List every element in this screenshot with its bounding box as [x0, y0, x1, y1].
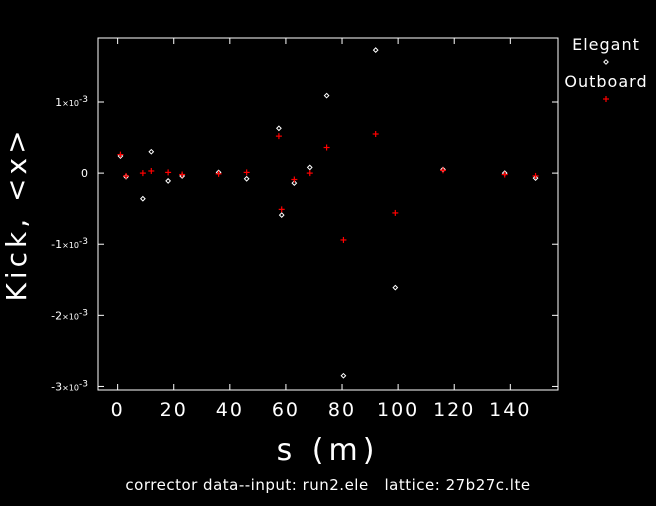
x-tick-label: 60 [272, 399, 300, 421]
plot-caption: corrector data--input: run2.ele lattice:… [125, 476, 531, 494]
outboard-point [501, 171, 508, 178]
y-axis-label: Kick, <x> [0, 126, 33, 301]
y-tick-exponent: -3 [79, 308, 88, 318]
x-tick-label: 140 [489, 399, 531, 421]
elegant-point [340, 372, 347, 379]
y-tick-mantissa: -3 [51, 380, 62, 393]
legend: Elegant Outboard [564, 35, 647, 102]
outboard-point [243, 169, 250, 176]
plot-frame [97, 37, 559, 391]
elegant-point [291, 180, 298, 186]
outboard-point [532, 172, 539, 179]
outboard-point [215, 170, 222, 177]
legend-marker-elegant [603, 59, 609, 65]
elegant-point [243, 175, 250, 182]
outboard-point [278, 206, 285, 213]
x-axis-ticks: 0 20 40 60 80 100 120 140 [111, 38, 531, 421]
y-tick-label: -2×10-3 [51, 308, 88, 322]
elegant-point [276, 125, 282, 132]
legend-marker-outboard [603, 96, 609, 102]
outboard-point [291, 176, 298, 183]
legend-label-outboard: Outboard [564, 72, 647, 91]
elegant-point [139, 195, 146, 202]
y-tick-exponent: -3 [79, 237, 88, 247]
outboard-point [148, 167, 155, 174]
outboard-point [117, 151, 124, 158]
outboard-point [306, 170, 313, 177]
elegant-point [179, 173, 186, 179]
outboard-point [275, 133, 282, 140]
outboard-point [179, 171, 186, 178]
legend-label-elegant: Elegant [572, 35, 640, 54]
x-tick-label: 0 [111, 399, 125, 421]
x-tick-label: 100 [377, 399, 419, 421]
y-tick-label: 1×10-3 [55, 95, 88, 109]
y-tick-mantissa: -1 [51, 238, 62, 251]
elegant-point [117, 153, 124, 159]
outboard-point [139, 170, 146, 177]
y-tick-base: ×10 [62, 99, 79, 108]
y-tick-mantissa: 1 [55, 96, 62, 109]
outboard-point [440, 167, 446, 174]
elegant-point [323, 92, 330, 99]
y-tick-label: -1×10-3 [51, 237, 88, 251]
elegant-point [278, 212, 285, 218]
y-tick-label: 0 [81, 167, 88, 180]
elegant-point [306, 164, 313, 171]
y-tick-base: ×10 [62, 241, 79, 250]
x-tick-label: 80 [328, 399, 356, 421]
elegant-point [372, 47, 379, 53]
y-tick-mantissa: 0 [81, 167, 88, 180]
y-tick-base: ×10 [62, 312, 79, 321]
x-tick-label: 40 [216, 399, 244, 421]
y-tick-base: ×10 [62, 383, 79, 392]
elegant-point [392, 284, 399, 291]
outboard-point [323, 144, 330, 151]
elegant-point [532, 175, 539, 181]
y-tick-label: -3×10-3 [51, 379, 88, 393]
data-points [117, 47, 539, 379]
outboard-point [165, 169, 172, 176]
y-tick-mantissa: -2 [51, 309, 62, 322]
outboard-point [340, 236, 347, 243]
elegant-point [165, 178, 172, 184]
outboard-point [123, 172, 130, 179]
x-tick-label: 120 [433, 399, 475, 421]
outboard-point [372, 131, 379, 137]
y-axis-ticks: 1×10-30-1×10-3-2×10-3-3×10-3 [51, 95, 558, 393]
x-axis-label: s (m) [277, 433, 380, 468]
x-tick-label: 20 [160, 399, 188, 421]
outboard-point [392, 209, 399, 216]
y-tick-exponent: -3 [79, 95, 88, 105]
elegant-point [148, 148, 155, 155]
y-tick-exponent: -3 [79, 379, 88, 389]
